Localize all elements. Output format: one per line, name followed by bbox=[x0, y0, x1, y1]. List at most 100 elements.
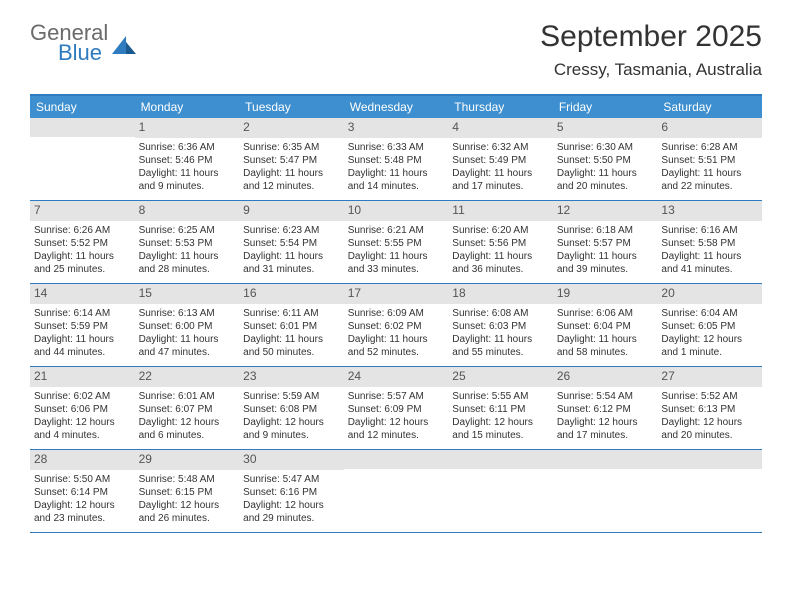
day-number: 2 bbox=[239, 118, 344, 138]
daylight-line: Daylight: 11 hours and 44 minutes. bbox=[34, 333, 131, 359]
day-number-empty bbox=[448, 450, 553, 469]
location-text: Cressy, Tasmania, Australia bbox=[540, 60, 762, 80]
daylight-line: Daylight: 11 hours and 36 minutes. bbox=[452, 250, 549, 276]
logo-triangle-icon bbox=[112, 36, 136, 54]
day-cell: 20Sunrise: 6:04 AMSunset: 6:05 PMDayligh… bbox=[657, 284, 762, 366]
dow-cell: Saturday bbox=[657, 96, 762, 118]
sunrise-line: Sunrise: 6:20 AM bbox=[452, 224, 549, 237]
daylight-line: Daylight: 12 hours and 20 minutes. bbox=[661, 416, 758, 442]
day-number: 4 bbox=[448, 118, 553, 138]
sunset-line: Sunset: 5:54 PM bbox=[243, 237, 340, 250]
daylight-line: Daylight: 11 hours and 50 minutes. bbox=[243, 333, 340, 359]
day-cell: 23Sunrise: 5:59 AMSunset: 6:08 PMDayligh… bbox=[239, 367, 344, 449]
day-cell: 5 Sunrise: 6:30 AMSunset: 5:50 PMDaylight… bbox=[553, 118, 658, 200]
daylight-line: Daylight: 11 hours and 25 minutes. bbox=[34, 250, 131, 276]
sunset-line: Sunset: 5:57 PM bbox=[557, 237, 654, 250]
day-number: 11 bbox=[448, 201, 553, 221]
week-row: 7Sunrise: 6:26 AMSunset: 5:52 PMDaylight… bbox=[30, 201, 762, 284]
day-cell: 15 Sunrise: 6:13 AMSunset: 6:00 PMDayligh… bbox=[135, 284, 240, 366]
sunrise-line: Sunrise: 6:25 AM bbox=[139, 224, 236, 237]
day-number: 15 bbox=[135, 284, 240, 304]
sunrise-line: Sunrise: 6:26 AM bbox=[34, 224, 131, 237]
day-number-empty bbox=[30, 118, 135, 137]
sunset-line: Sunset: 5:56 PM bbox=[452, 237, 549, 250]
day-number-empty bbox=[344, 450, 449, 469]
day-number: 14 bbox=[30, 284, 135, 304]
sunset-line: Sunset: 5:50 PM bbox=[557, 154, 654, 167]
sunrise-line: Sunrise: 6:36 AM bbox=[139, 141, 236, 154]
sunset-line: Sunset: 6:14 PM bbox=[34, 486, 131, 499]
sunrise-line: Sunrise: 6:11 AM bbox=[243, 307, 340, 320]
day-of-week-row: SundayMondayTuesdayWednesdayThursdayFrid… bbox=[30, 96, 762, 118]
day-cell: 21Sunrise: 6:02 AMSunset: 6:06 PMDayligh… bbox=[30, 367, 135, 449]
day-cell: 22Sunrise: 6:01 AMSunset: 6:07 PMDayligh… bbox=[135, 367, 240, 449]
day-number-empty bbox=[657, 450, 762, 469]
sunset-line: Sunset: 6:03 PM bbox=[452, 320, 549, 333]
month-title: September 2025 bbox=[540, 20, 762, 54]
day-cell: 11 Sunrise: 6:20 AMSunset: 5:56 PMDayligh… bbox=[448, 201, 553, 283]
day-cell: 8Sunrise: 6:25 AMSunset: 5:53 PMDaylight… bbox=[135, 201, 240, 283]
day-cell: 6Sunrise: 6:28 AMSunset: 5:51 PMDaylight… bbox=[657, 118, 762, 200]
day-number: 9 bbox=[239, 201, 344, 221]
day-cell: 16Sunrise: 6:11 AMSunset: 6:01 PMDayligh… bbox=[239, 284, 344, 366]
day-cell: 19Sunrise: 6:06 AMSunset: 6:04 PMDayligh… bbox=[553, 284, 658, 366]
day-cell bbox=[448, 450, 553, 532]
sunrise-line: Sunrise: 6:16 AM bbox=[661, 224, 758, 237]
sunset-line: Sunset: 5:47 PM bbox=[243, 154, 340, 167]
sunrise-line: Sunrise: 6:13 AM bbox=[139, 307, 236, 320]
dow-cell: Thursday bbox=[448, 96, 553, 118]
day-cell bbox=[30, 118, 135, 200]
day-cell bbox=[657, 450, 762, 532]
sunset-line: Sunset: 5:52 PM bbox=[34, 237, 131, 250]
sunrise-line: Sunrise: 6:30 AM bbox=[557, 141, 654, 154]
daylight-line: Daylight: 11 hours and 55 minutes. bbox=[452, 333, 549, 359]
daylight-line: Daylight: 11 hours and 41 minutes. bbox=[661, 250, 758, 276]
sunset-line: Sunset: 6:00 PM bbox=[139, 320, 236, 333]
dow-cell: Friday bbox=[553, 96, 658, 118]
daylight-line: Daylight: 11 hours and 12 minutes. bbox=[243, 167, 340, 193]
daylight-line: Daylight: 11 hours and 28 minutes. bbox=[139, 250, 236, 276]
sunset-line: Sunset: 5:55 PM bbox=[348, 237, 445, 250]
daylight-line: Daylight: 11 hours and 31 minutes. bbox=[243, 250, 340, 276]
day-number: 18 bbox=[448, 284, 553, 304]
sunset-line: Sunset: 6:08 PM bbox=[243, 403, 340, 416]
daylight-line: Daylight: 11 hours and 17 minutes. bbox=[452, 167, 549, 193]
day-number: 20 bbox=[657, 284, 762, 304]
day-cell: 25Sunrise: 5:55 AMSunset: 6:11 PMDayligh… bbox=[448, 367, 553, 449]
day-number: 26 bbox=[553, 367, 658, 387]
daylight-line: Daylight: 11 hours and 20 minutes. bbox=[557, 167, 654, 193]
sunset-line: Sunset: 6:15 PM bbox=[139, 486, 236, 499]
day-number: 29 bbox=[135, 450, 240, 470]
day-cell: 2Sunrise: 6:35 AMSunset: 5:47 PMDaylight… bbox=[239, 118, 344, 200]
day-number: 19 bbox=[553, 284, 658, 304]
week-row: 1Sunrise: 6:36 AMSunset: 5:46 PMDaylight… bbox=[30, 118, 762, 201]
day-number: 5 bbox=[553, 118, 658, 138]
logo: General Blue bbox=[30, 20, 136, 66]
sunrise-line: Sunrise: 6:21 AM bbox=[348, 224, 445, 237]
sunset-line: Sunset: 5:46 PM bbox=[139, 154, 236, 167]
day-cell: 1Sunrise: 6:36 AMSunset: 5:46 PMDaylight… bbox=[135, 118, 240, 200]
dow-cell: Monday bbox=[135, 96, 240, 118]
sunrise-line: Sunrise: 6:08 AM bbox=[452, 307, 549, 320]
day-cell: 3Sunrise: 6:33 AMSunset: 5:48 PMDaylight… bbox=[344, 118, 449, 200]
day-cell: 27Sunrise: 5:52 AMSunset: 6:13 PMDayligh… bbox=[657, 367, 762, 449]
sunrise-line: Sunrise: 5:47 AM bbox=[243, 473, 340, 486]
day-cell: 7Sunrise: 6:26 AMSunset: 5:52 PMDaylight… bbox=[30, 201, 135, 283]
sunset-line: Sunset: 6:13 PM bbox=[661, 403, 758, 416]
sunset-line: Sunset: 6:09 PM bbox=[348, 403, 445, 416]
daylight-line: Daylight: 12 hours and 29 minutes. bbox=[243, 499, 340, 525]
daylight-line: Daylight: 11 hours and 47 minutes. bbox=[139, 333, 236, 359]
sunset-line: Sunset: 5:49 PM bbox=[452, 154, 549, 167]
day-cell: 29Sunrise: 5:48 AMSunset: 6:15 PMDayligh… bbox=[135, 450, 240, 532]
day-cell: 30Sunrise: 5:47 AMSunset: 6:16 PMDayligh… bbox=[239, 450, 344, 532]
sunrise-line: Sunrise: 6:04 AM bbox=[661, 307, 758, 320]
day-number: 3 bbox=[344, 118, 449, 138]
daylight-line: Daylight: 12 hours and 1 minute. bbox=[661, 333, 758, 359]
sunset-line: Sunset: 6:16 PM bbox=[243, 486, 340, 499]
day-number: 27 bbox=[657, 367, 762, 387]
day-cell: 24Sunrise: 5:57 AMSunset: 6:09 PMDayligh… bbox=[344, 367, 449, 449]
daylight-line: Daylight: 12 hours and 6 minutes. bbox=[139, 416, 236, 442]
sunset-line: Sunset: 5:58 PM bbox=[661, 237, 758, 250]
sunrise-line: Sunrise: 6:09 AM bbox=[348, 307, 445, 320]
dow-cell: Wednesday bbox=[344, 96, 449, 118]
